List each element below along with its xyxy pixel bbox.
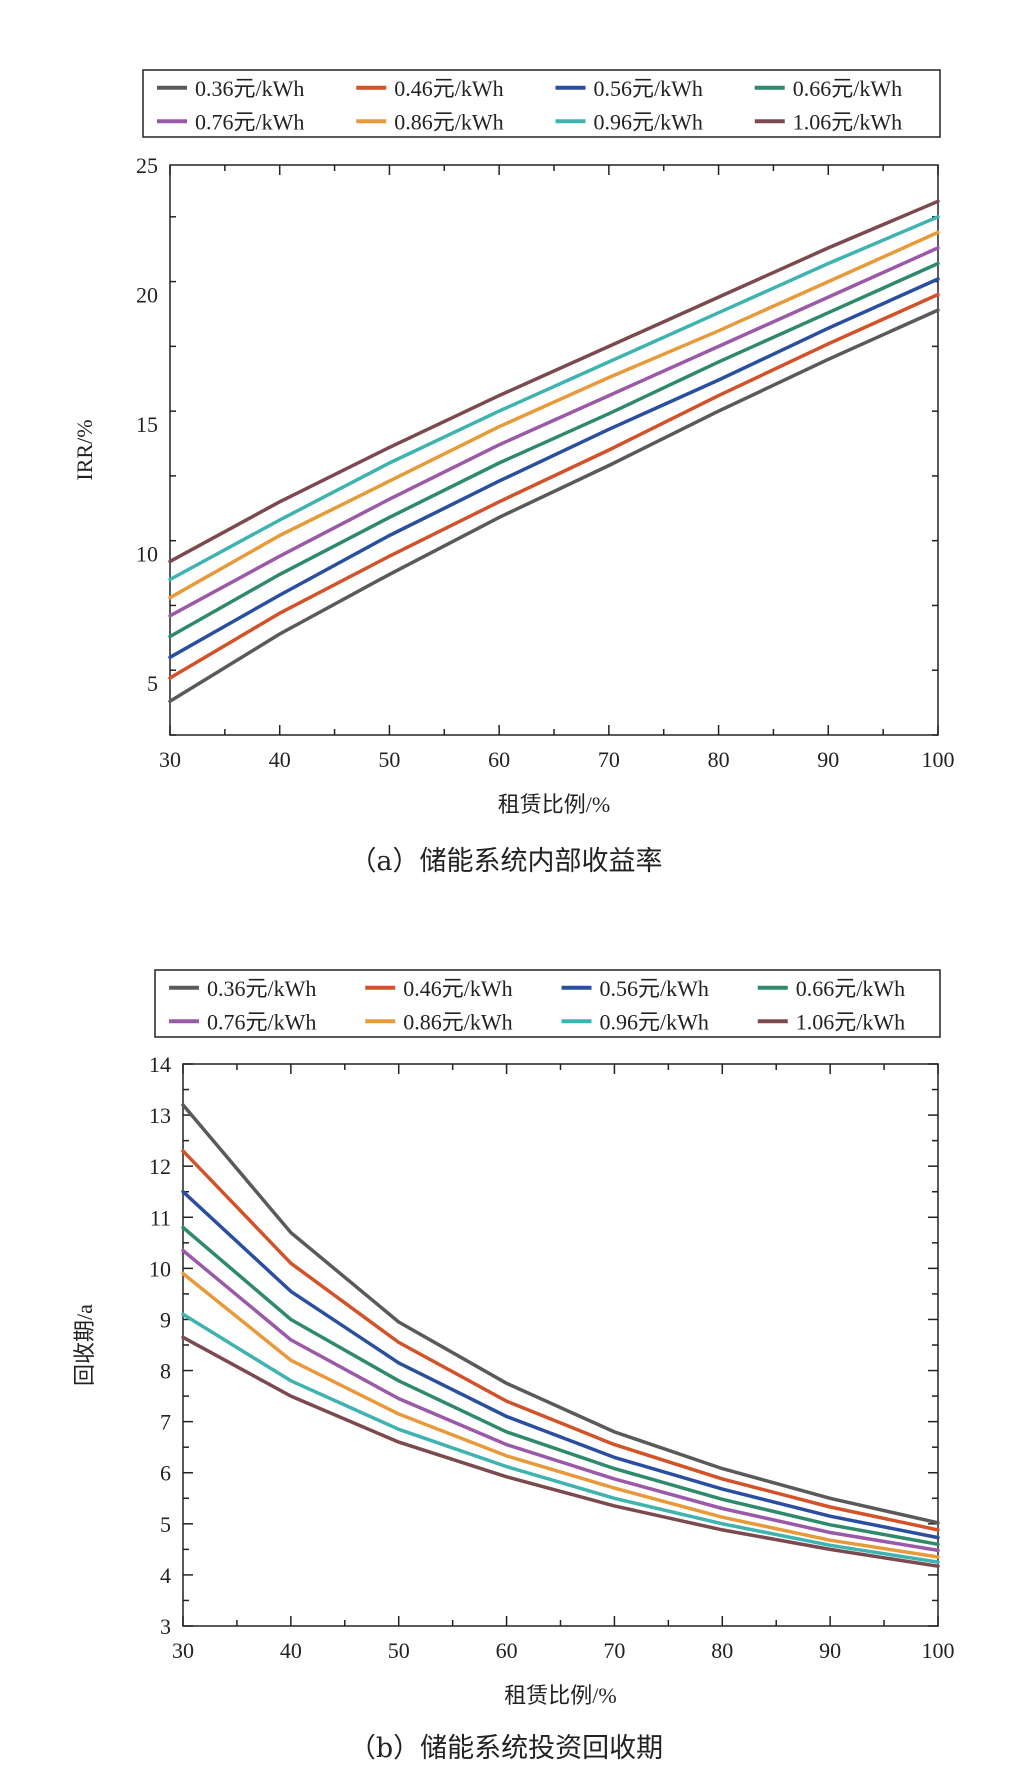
y-tick-label: 15 bbox=[136, 412, 158, 437]
legend-entry: 0.46元/kWh bbox=[403, 976, 512, 1001]
x-axis-label: 租赁比例/% bbox=[498, 792, 610, 817]
legend-entry: 0.96元/kWh bbox=[600, 1009, 709, 1034]
x-tick-label: 70 bbox=[603, 1638, 625, 1663]
y-tick-label: 9 bbox=[160, 1307, 171, 1332]
legend-entry: 1.06元/kWh bbox=[796, 1009, 905, 1034]
chart-payback: 30 40 50 60 70 80 90 100 3 4 5 6 7 8 9 10 11 12 13 14 租赁比例/%… bbox=[72, 969, 955, 1708]
x-tick-label: 40 bbox=[280, 1638, 302, 1663]
legend-entry: 0.66元/kWh bbox=[796, 976, 905, 1001]
x-tick-label: 80 bbox=[708, 747, 730, 772]
x-tick-label: 90 bbox=[817, 747, 839, 772]
series-line bbox=[181, 1103, 940, 1525]
legend-entry: 0.86元/kWh bbox=[403, 1009, 512, 1034]
series-line bbox=[181, 1225, 940, 1547]
x-tick-label: 60 bbox=[488, 747, 510, 772]
x-tick-label: 70 bbox=[598, 747, 620, 772]
y-axis-label: 回收期/a bbox=[72, 1304, 97, 1386]
x-tick-label: 90 bbox=[819, 1638, 841, 1663]
y-tick-label: 10 bbox=[136, 542, 158, 567]
x-tick-label: 50 bbox=[388, 1638, 410, 1663]
legend-box bbox=[142, 69, 941, 138]
legend-entry: 0.46元/kWh bbox=[394, 76, 503, 101]
x-tick-label: 30 bbox=[159, 747, 181, 772]
series-line bbox=[181, 1271, 940, 1559]
x-tick-label: 80 bbox=[711, 1638, 733, 1663]
legend-entry: 0.36元/kWh bbox=[195, 76, 304, 101]
y-tick-label: 5 bbox=[160, 1512, 171, 1537]
y-tick-label: 14 bbox=[149, 1052, 171, 1077]
y-tick-label: 11 bbox=[150, 1205, 171, 1230]
legend-entry: 0.66元/kWh bbox=[793, 76, 902, 101]
series-line bbox=[168, 261, 940, 639]
series-line bbox=[181, 1189, 940, 1540]
y-tick-label: 10 bbox=[149, 1256, 171, 1281]
x-tick-label: 30 bbox=[172, 1638, 194, 1663]
series-line bbox=[168, 215, 940, 582]
x-tick-label: 50 bbox=[378, 747, 400, 772]
series-line bbox=[181, 1312, 940, 1564]
legend-entry: 0.56元/kWh bbox=[594, 76, 703, 101]
y-tick-label: 13 bbox=[149, 1103, 171, 1128]
y-tick-label: 7 bbox=[160, 1410, 171, 1435]
series-line bbox=[181, 1248, 940, 1553]
legend-box bbox=[154, 969, 941, 1038]
y-tick-label: 8 bbox=[160, 1359, 171, 1384]
y-tick-label: 3 bbox=[160, 1614, 171, 1639]
legend-entry: 0.56元/kWh bbox=[600, 976, 709, 1001]
x-tick-label: 100 bbox=[922, 1638, 955, 1663]
y-tick-label: 4 bbox=[160, 1563, 171, 1588]
series-line bbox=[181, 1335, 940, 1568]
legend-entry: 1.06元/kWh bbox=[793, 109, 902, 134]
y-tick-label: 12 bbox=[149, 1154, 171, 1179]
legend-entry: 0.86元/kWh bbox=[394, 109, 503, 134]
legend-entry: 0.96元/kWh bbox=[594, 109, 703, 134]
series-line bbox=[168, 308, 940, 704]
x-axis-label: 租赁比例/% bbox=[504, 1683, 616, 1708]
series-line bbox=[181, 1149, 940, 1532]
x-tick-label: 100 bbox=[922, 747, 955, 772]
plot-frame bbox=[182, 1063, 939, 1627]
caption-irr: （a）储能系统内部收益率 bbox=[349, 846, 662, 877]
series-line bbox=[168, 277, 940, 660]
legend-entry: 0.36元/kWh bbox=[207, 976, 316, 1001]
y-tick-label: 25 bbox=[136, 153, 158, 178]
x-tick-label: 60 bbox=[496, 1638, 518, 1663]
y-axis-label: IRR/% bbox=[72, 419, 97, 480]
chart-irr: 30 40 50 60 70 80 90 100 5 10 15 20 25 租赁比例/% IRR/% 0.3… bbox=[72, 69, 955, 817]
series-line bbox=[168, 199, 940, 564]
series-line bbox=[168, 246, 940, 618]
x-tick-label: 40 bbox=[269, 747, 291, 772]
y-tick-label: 5 bbox=[147, 671, 158, 696]
legend-entry: 0.76元/kWh bbox=[207, 1009, 316, 1034]
y-tick-label: 6 bbox=[160, 1461, 171, 1486]
series-line bbox=[168, 292, 940, 680]
legend-entry: 0.76元/kWh bbox=[195, 109, 304, 134]
series-line bbox=[168, 230, 940, 600]
caption-payback: （b）储能系统投资回收期 bbox=[349, 1733, 663, 1764]
y-tick-label: 20 bbox=[136, 283, 158, 308]
